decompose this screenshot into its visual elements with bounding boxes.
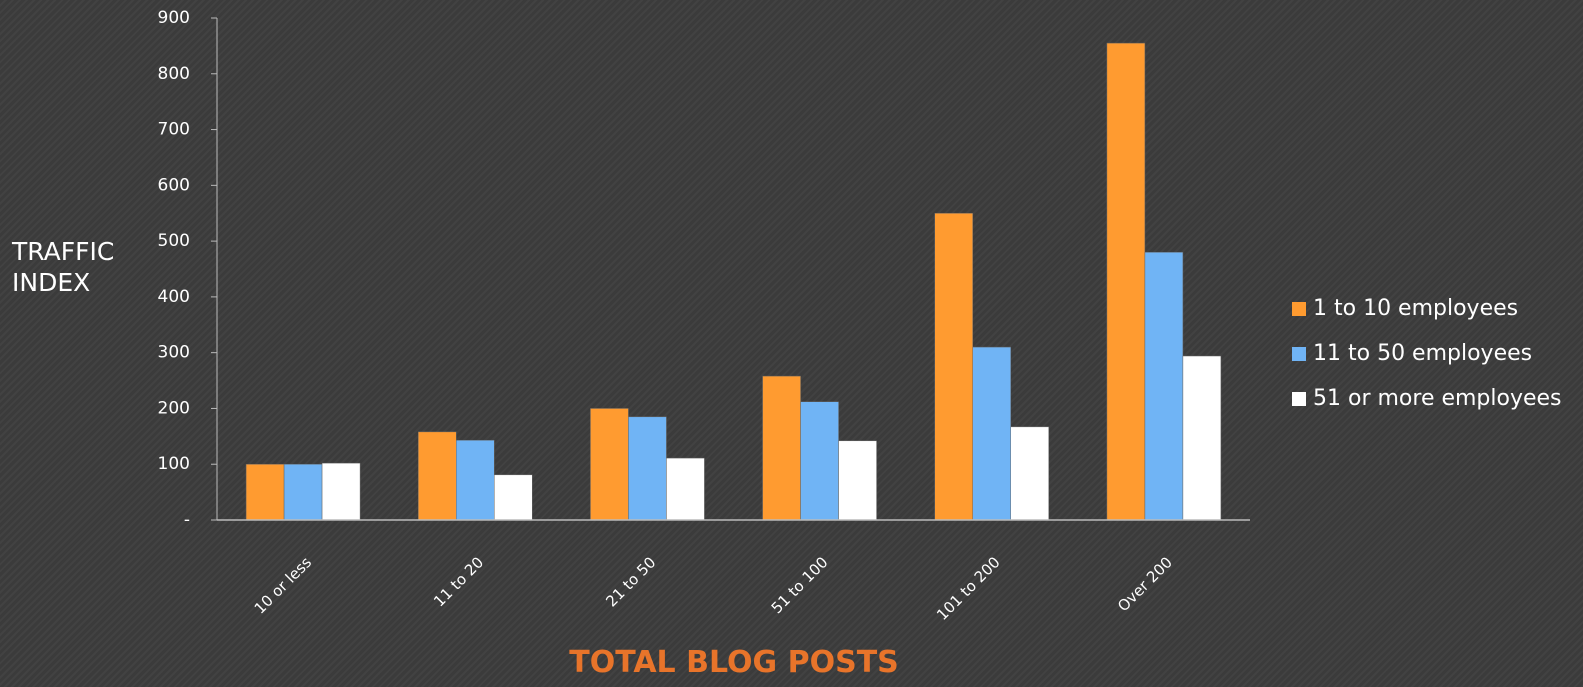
bar — [1010, 426, 1049, 521]
y-tick-label: 100 — [158, 454, 190, 474]
bar — [494, 474, 533, 521]
bar — [762, 375, 801, 521]
bar — [321, 462, 361, 521]
y-tick-label: - — [184, 510, 190, 530]
x-axis-label: TOTAL BLOG POSTS — [569, 645, 899, 680]
y-tick-label: 400 — [158, 287, 190, 307]
x-tick-label: 101 to 200 — [933, 553, 1004, 624]
bar — [666, 457, 705, 521]
bar — [245, 463, 285, 521]
y-tick-label: 800 — [158, 64, 190, 84]
bar — [456, 439, 495, 521]
legend-swatch — [1292, 347, 1306, 361]
bar — [628, 416, 667, 521]
y-tick-label: 300 — [158, 343, 190, 363]
x-tick-label: 51 to 100 — [768, 553, 832, 617]
legend-label: 51 or more employees — [1313, 386, 1562, 411]
bar — [800, 401, 839, 521]
legend-swatch — [1292, 392, 1306, 406]
y-axis-label: TRAFFIC INDEX — [12, 237, 115, 297]
bar — [1144, 252, 1184, 521]
bar — [934, 212, 973, 521]
legend-label: 1 to 10 employees — [1313, 296, 1518, 321]
legend-swatch — [1292, 302, 1306, 316]
bar — [1182, 355, 1222, 521]
y-tick-label: 900 — [158, 8, 190, 28]
y-tick-label: 600 — [158, 175, 190, 195]
bar — [418, 431, 457, 521]
x-tick-label: 10 or less — [251, 553, 315, 617]
legend-label: 11 to 50 employees — [1313, 341, 1532, 366]
x-tick-label: 21 to 50 — [602, 553, 659, 610]
bar — [283, 463, 323, 521]
bar — [838, 440, 877, 521]
bar — [1106, 42, 1146, 521]
y-tick-label: 500 — [158, 231, 190, 251]
x-tick-label: 11 to 20 — [430, 553, 487, 610]
x-tick-label: Over 200 — [1114, 553, 1176, 615]
y-tick-label: 700 — [158, 120, 190, 140]
bar — [590, 408, 629, 521]
bar — [972, 346, 1011, 521]
y-tick-label: 200 — [158, 398, 190, 418]
